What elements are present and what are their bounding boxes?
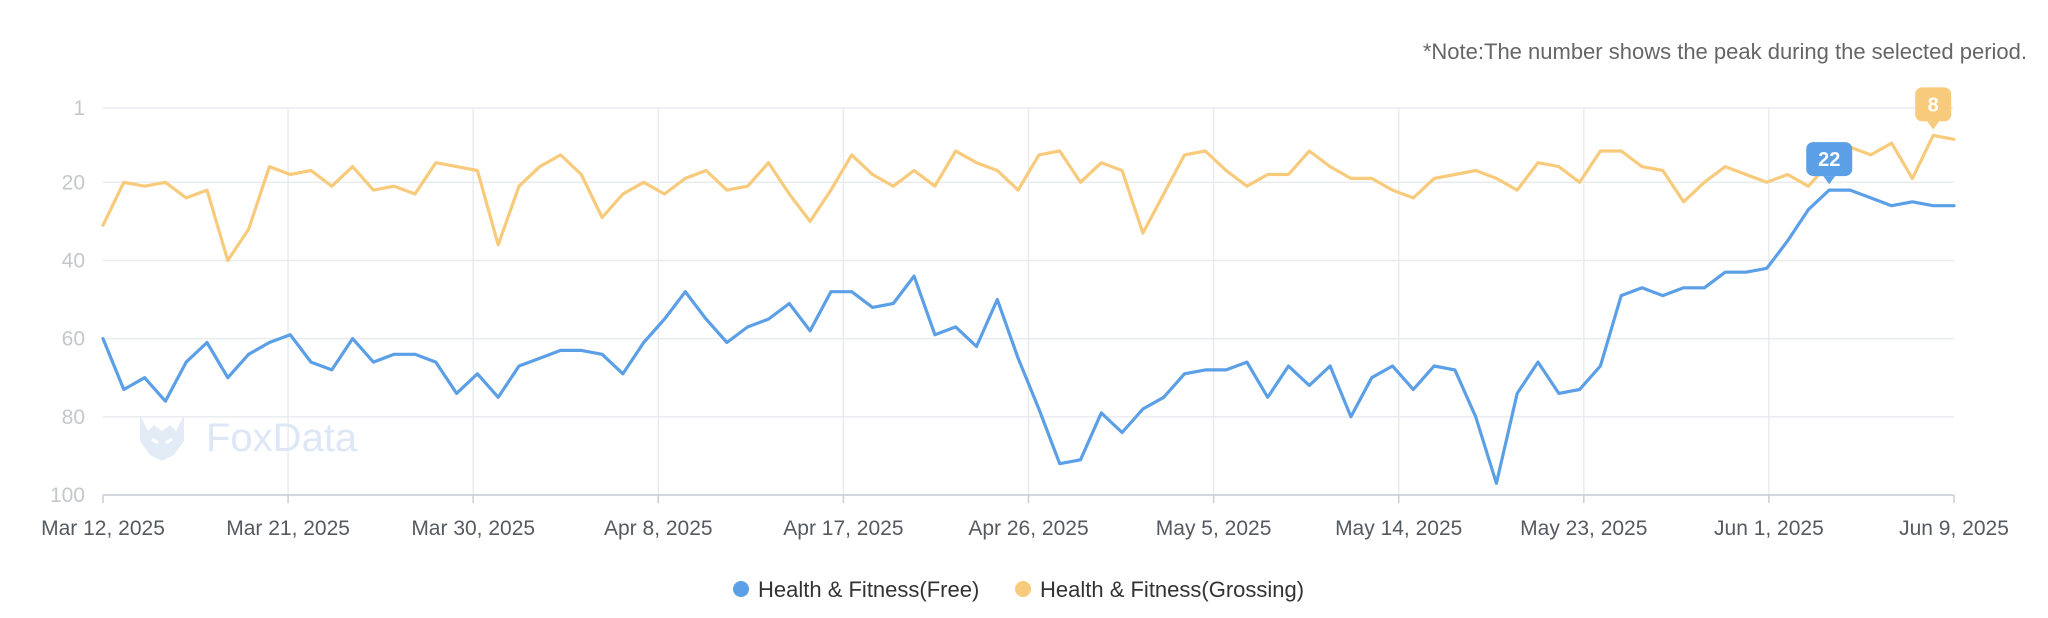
y-tick-label: 20	[62, 171, 85, 194]
y-axis: 1 20 40 60 80 100	[50, 97, 85, 507]
x-tick-label: Mar 21, 2025	[226, 517, 350, 540]
x-tick-label: Jun 9, 2025	[1899, 517, 2009, 540]
x-tick-label: Mar 12, 2025	[41, 517, 165, 540]
peak-badges: 22 8	[1806, 87, 1952, 185]
peak-note: *Note:The number shows the peak during t…	[1423, 39, 2027, 64]
y-tick-label: 60	[62, 328, 85, 351]
peak-badge-free: 22	[1806, 142, 1853, 185]
y-tick-label: 1	[73, 97, 85, 120]
y-tick-label: 40	[62, 249, 85, 272]
x-tick-label: Apr 8, 2025	[604, 517, 713, 540]
legend: Health & Fitness(Free) Health & Fitness(G…	[733, 577, 1304, 602]
x-tick-label: May 5, 2025	[1156, 517, 1272, 540]
x-tick-label: Apr 26, 2025	[968, 517, 1088, 540]
legend-marker-free	[733, 581, 749, 597]
legend-label-grossing[interactable]: Health & Fitness(Grossing)	[1040, 577, 1304, 602]
peak-badge-pointer	[1927, 121, 1940, 130]
series-line-grossing	[101, 133, 1956, 263]
peak-badge-grossing: 8	[1915, 87, 1952, 130]
grid-lines	[103, 107, 1954, 496]
x-tick-label: May 14, 2025	[1335, 517, 1462, 540]
peak-badge-box	[1806, 142, 1853, 177]
peak-badge-pointer	[1823, 176, 1836, 185]
x-axis: Mar 12, 2025 Mar 21, 2025 Mar 30, 2025 Apr …	[41, 494, 2009, 540]
peak-badge-label: 8	[1928, 94, 1939, 116]
series-line-free	[101, 188, 1956, 485]
y-tick-label: 80	[62, 406, 85, 429]
x-tick-label: Mar 30, 2025	[411, 517, 535, 540]
legend-marker-grossing	[1015, 581, 1031, 597]
peak-badge-box	[1915, 87, 1952, 122]
fox-logo-icon	[140, 415, 184, 461]
x-tick-label: Jun 1, 2025	[1714, 517, 1824, 540]
legend-label-free[interactable]: Health & Fitness(Free)	[758, 577, 979, 602]
peak-badge-label: 22	[1818, 149, 1840, 171]
x-tick-label: May 23, 2025	[1520, 517, 1647, 540]
y-tick-label: 100	[50, 484, 85, 507]
series-lines	[101, 133, 1956, 485]
x-tick-label: Apr 17, 2025	[783, 517, 903, 540]
watermark-text: FoxData	[206, 416, 358, 460]
foxdata-watermark: FoxData	[140, 415, 358, 461]
